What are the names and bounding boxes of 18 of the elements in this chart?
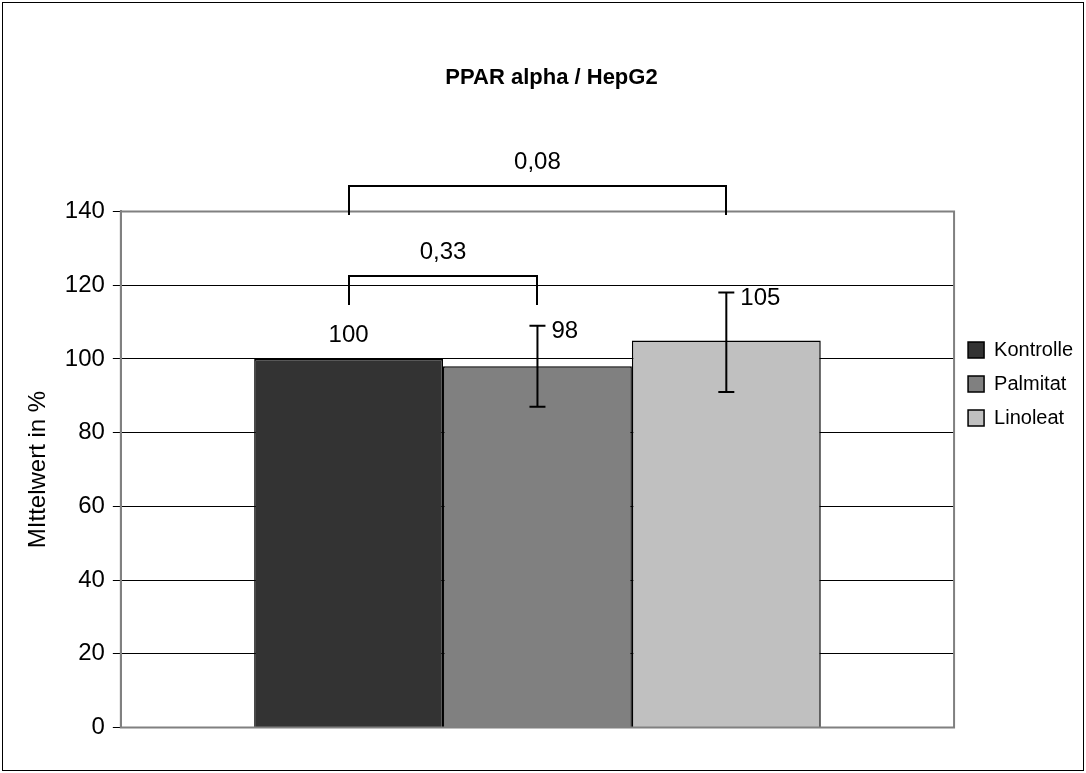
chart-title: PPAR alpha / HepG2	[445, 64, 658, 90]
y-tick-label: 40	[78, 564, 105, 592]
y-axis-title: MIttelwert in %	[23, 390, 51, 549]
data-label: 98	[551, 316, 579, 344]
y-tick-label: 80	[78, 417, 105, 445]
y-tick-label: 20	[78, 638, 105, 666]
y-tick-label: 140	[64, 196, 105, 224]
legend-label: Kontrolle	[994, 337, 1073, 360]
y-tick-label: 60	[78, 491, 105, 518]
data-label: 100	[328, 319, 369, 347]
legend-label: Palmitat	[994, 371, 1067, 394]
legend-label: Linoleat	[994, 405, 1065, 428]
data-label: 105	[740, 283, 781, 311]
annotation: 0,33	[419, 237, 467, 266]
y-tick-label: 100	[64, 343, 105, 371]
text: 0,08	[514, 147, 561, 176]
y-tick-label: 0	[91, 712, 105, 740]
y-tick-label: 120	[64, 269, 105, 297]
